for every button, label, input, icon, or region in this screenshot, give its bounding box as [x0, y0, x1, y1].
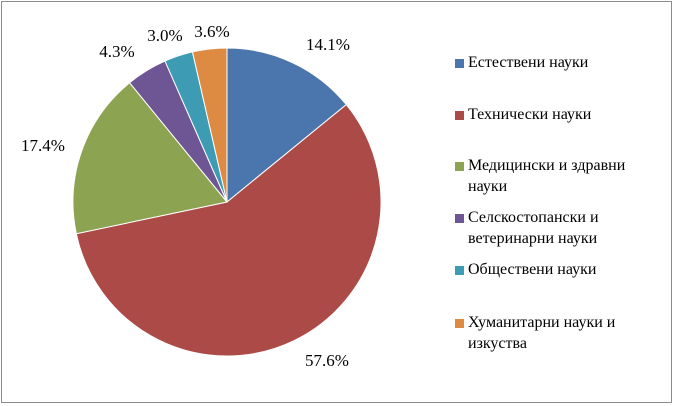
- legend-swatch: [455, 59, 464, 68]
- legend-item-4: Селскостопански и ветеринарни науки: [455, 207, 668, 249]
- legend-swatch: [455, 266, 464, 275]
- slice-value-label-6: 3.6%: [194, 22, 229, 41]
- legend-label: Технически науки: [468, 106, 592, 123]
- legend-swatch: [455, 319, 464, 328]
- legend-label: Селскостопански и ветеринарни науки: [468, 209, 599, 247]
- slice-value-label-2: 57.6%: [305, 351, 349, 370]
- legend-label: Естествени науки: [468, 54, 589, 71]
- pie-slices: [72, 47, 382, 357]
- legend-swatch: [455, 214, 464, 223]
- pie-value-labels: 14.1% 57.6% 17.4% 4.3% 3.0% 3.6%: [21, 22, 350, 370]
- legend-item-3: Медицински и здравни науки: [455, 155, 668, 197]
- pie-slice-3: [72, 82, 228, 235]
- pie-slice-1: [226, 47, 347, 204]
- legend-item-6: Хуманитарни науки и изкуства: [455, 312, 668, 354]
- slice-value-label-4: 4.3%: [99, 42, 134, 61]
- legend-swatch: [455, 111, 464, 120]
- legend-label: Медицински и здравни науки: [468, 157, 626, 195]
- slice-value-label-3: 17.4%: [21, 136, 65, 155]
- legend-item-1: Естествени науки: [455, 52, 668, 73]
- slice-value-label-1: 14.1%: [306, 35, 350, 54]
- legend-item-5: Обществени науки: [455, 259, 668, 280]
- legend-swatch: [455, 162, 464, 171]
- legend-label: Хуманитарни науки и изкуства: [468, 314, 616, 352]
- pie-slice-2: [75, 103, 382, 357]
- legend-item-2: Технически науки: [455, 104, 668, 125]
- legend-label: Обществени науки: [468, 261, 597, 278]
- slice-value-label-5: 3.0%: [147, 26, 182, 45]
- pie-slice-6: [191, 47, 228, 203]
